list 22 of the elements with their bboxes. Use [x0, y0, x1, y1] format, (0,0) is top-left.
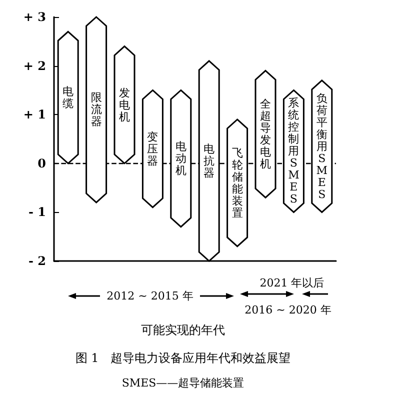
- text: 图 1 超导电力设备应用年代和效益展望: [75, 351, 291, 365]
- text: 2016 ~ 2020 年: [244, 304, 332, 316]
- x-tick-label: 飞轮储能装置: [232, 146, 243, 220]
- y-tick-label: - 1: [28, 205, 46, 220]
- x-tick-label: 变压器: [147, 130, 158, 168]
- x-tick-label: 电动机: [175, 140, 186, 178]
- x-tick-label: 发电机: [119, 86, 130, 124]
- y-tick-label: 0: [38, 156, 46, 170]
- x-axis-title: 可能实现的年代: [141, 323, 225, 337]
- text: 2021 年以后: [260, 276, 324, 290]
- y-tick-label: - 2: [28, 254, 46, 268]
- x-tick-label: 全超导发电机: [260, 98, 271, 171]
- x-tick-label: 电抗器: [204, 142, 215, 180]
- y-tick-label: + 1: [23, 108, 46, 122]
- x-tick-label: 限流器: [90, 91, 102, 128]
- y-tick-label: + 2: [23, 58, 46, 73]
- text: 2012 ~ 2015 年: [106, 290, 194, 302]
- text: SMES——超导储能装置: [122, 376, 244, 390]
- category-label: 负荷平衡用SMES: [316, 92, 328, 201]
- category-label: 系统控制用SMES: [288, 96, 300, 206]
- y-tick-label: + 3: [23, 10, 46, 24]
- x-tick-label: 电缆: [62, 85, 74, 110]
